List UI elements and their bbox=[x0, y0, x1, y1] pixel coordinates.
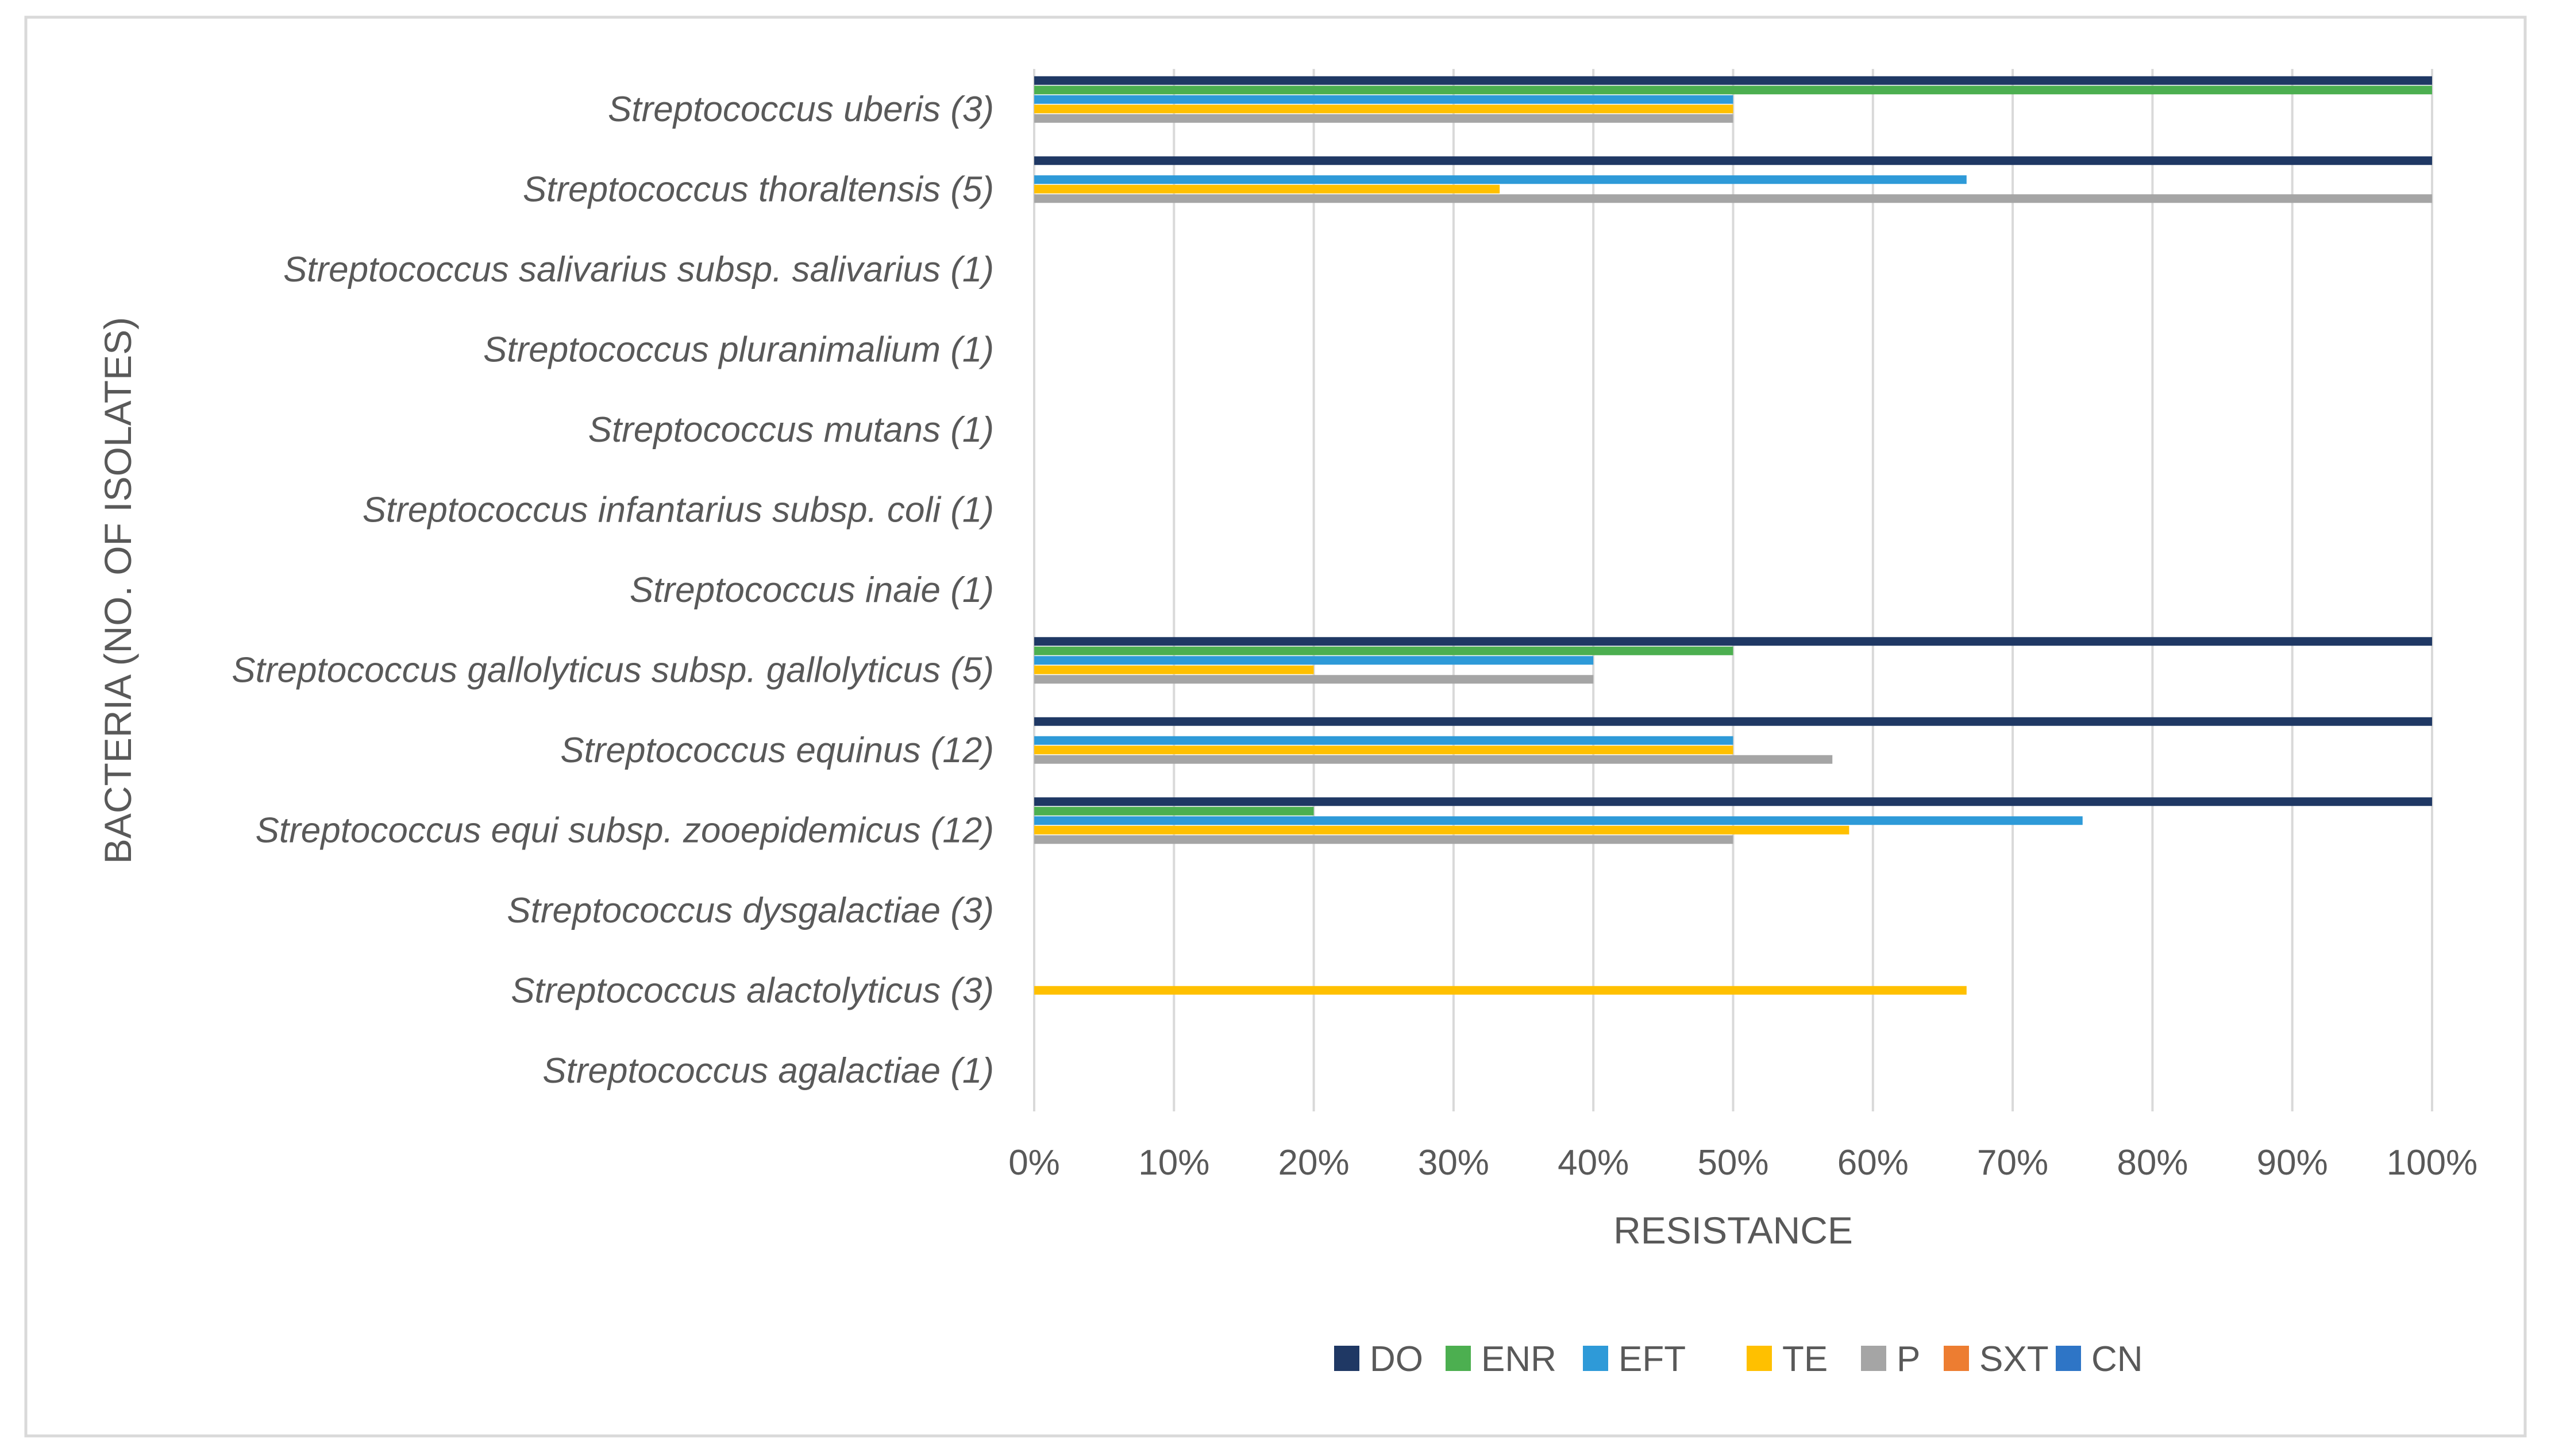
bar-enr bbox=[1034, 86, 2432, 95]
bar-eft bbox=[1034, 736, 1733, 745]
bars bbox=[1034, 76, 2432, 995]
bar-eft bbox=[1034, 175, 1967, 184]
category-label: Streptococcus agalactiae (1) bbox=[542, 1051, 994, 1091]
bar-te bbox=[1034, 825, 1849, 835]
category-label: Streptococcus mutans (1) bbox=[588, 410, 994, 450]
x-tick-label: 10% bbox=[1138, 1143, 1209, 1183]
x-tick-label: 100% bbox=[2387, 1143, 2478, 1183]
legend-swatch-sxt bbox=[1944, 1346, 1969, 1371]
legend-swatch-te bbox=[1747, 1346, 1772, 1371]
bar-enr bbox=[1034, 646, 1733, 655]
x-tick-label: 50% bbox=[1697, 1143, 1768, 1183]
legend-label-eft: EFT bbox=[1619, 1339, 1686, 1379]
category-label: Streptococcus equinus (12) bbox=[560, 731, 994, 770]
bar-eft bbox=[1034, 816, 2083, 825]
bar-p bbox=[1034, 835, 1733, 844]
category-label: Streptococcus infantarius subsp. coli (1… bbox=[363, 490, 994, 530]
bar-do bbox=[1034, 76, 2432, 85]
x-tick-label: 40% bbox=[1558, 1143, 1629, 1183]
category-label: Streptococcus alactolyticus (3) bbox=[511, 971, 994, 1010]
gridlines bbox=[1033, 69, 2433, 1111]
x-tick-label: 0% bbox=[1008, 1143, 1060, 1183]
bar-p bbox=[1034, 675, 1594, 684]
category-label: Streptococcus dysgalactiae (3) bbox=[507, 891, 994, 930]
bar-te bbox=[1034, 105, 1733, 114]
chart-frame bbox=[24, 16, 2527, 1438]
bar-do bbox=[1034, 637, 2432, 646]
bar-eft bbox=[1034, 656, 1594, 665]
bar-do bbox=[1034, 717, 2432, 726]
legend-swatch-eft bbox=[1583, 1346, 1608, 1371]
category-label: Streptococcus salivarius subsp. salivari… bbox=[283, 250, 994, 289]
legend-label-enr: ENR bbox=[1481, 1339, 1556, 1379]
legend-label-cn: CN bbox=[2091, 1339, 2143, 1379]
bar-te bbox=[1034, 986, 1967, 995]
bar-p bbox=[1034, 114, 1733, 123]
legend-label-te: TE bbox=[1782, 1339, 1828, 1379]
legend-swatch-p bbox=[1861, 1346, 1886, 1371]
category-label: Streptococcus inaie (1) bbox=[630, 570, 994, 610]
category-label: Streptococcus equi subsp. zooepidemicus … bbox=[256, 810, 994, 850]
x-tick-label: 80% bbox=[2117, 1143, 2188, 1183]
bar-do bbox=[1034, 156, 2432, 165]
legend-label-p: P bbox=[1897, 1339, 1920, 1379]
bar-p bbox=[1034, 755, 1833, 764]
x-tick-label: 90% bbox=[2257, 1143, 2328, 1183]
bar-te bbox=[1034, 184, 1500, 194]
x-tick-label: 60% bbox=[1837, 1143, 1909, 1183]
bar-te bbox=[1034, 746, 1733, 755]
legend-label-do: DO bbox=[1370, 1339, 1423, 1379]
bar-eft bbox=[1034, 95, 1733, 104]
x-tick-label: 20% bbox=[1278, 1143, 1350, 1183]
legend-swatch-do bbox=[1334, 1346, 1359, 1371]
legend: DO ENR EFT TE P SXT CN bbox=[1334, 1339, 2143, 1379]
x-tick-label: 70% bbox=[1977, 1143, 2048, 1183]
bar-do bbox=[1034, 797, 2432, 806]
category-label: Streptococcus thoraltensis (5) bbox=[523, 169, 994, 209]
category-labels: Streptococcus uberis (3) Streptococcus th… bbox=[232, 90, 994, 1091]
bar-p bbox=[1034, 194, 2432, 203]
legend-label-sxt: SXT bbox=[1979, 1339, 2049, 1379]
x-tick-labels: 0% 10% 20% 30% 40% 50% 60% 70% 80% 90% 100% bbox=[1008, 1143, 2477, 1183]
legend-swatch-enr bbox=[1446, 1346, 1471, 1371]
category-label: Streptococcus pluranimalium (1) bbox=[483, 330, 994, 369]
category-label: Streptococcus uberis (3) bbox=[608, 90, 994, 129]
legend-swatch-cn bbox=[2056, 1346, 2081, 1371]
y-axis-title: BACTERIA (NO. OF ISOLATES) bbox=[97, 317, 139, 864]
x-tick-label: 30% bbox=[1418, 1143, 1489, 1183]
x-axis-title: RESISTANCE bbox=[1613, 1209, 1853, 1252]
category-label: Streptococcus gallolyticus subsp. gallol… bbox=[232, 650, 994, 690]
bar-enr bbox=[1034, 806, 1314, 816]
bar-te bbox=[1034, 665, 1314, 674]
